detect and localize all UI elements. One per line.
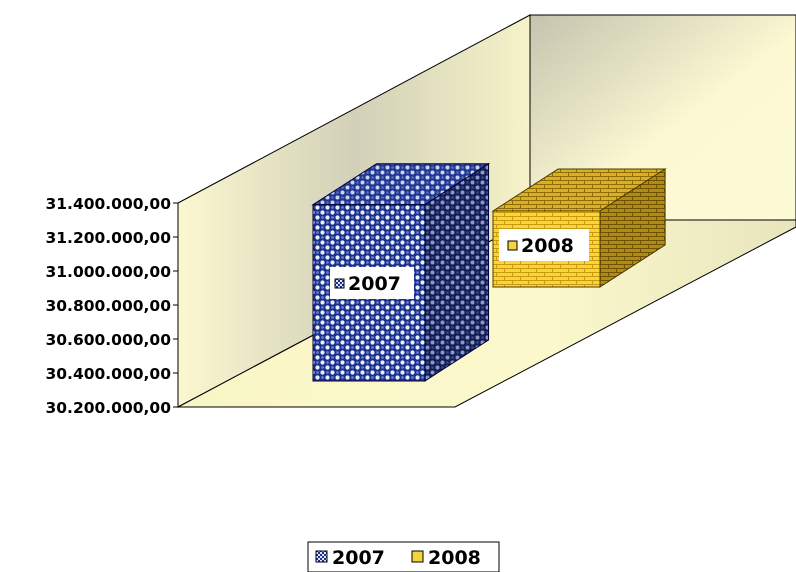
y-axis: 30.200.000,00 30.400.000,00 30.600.000,00 3… [45,195,179,417]
y-tick-label: 30.600.000,00 [45,331,171,349]
data-label-key [507,240,518,251]
y-tick-label: 31.400.000,00 [45,195,171,213]
legend-label-2007: 2007 [332,547,385,569]
y-tick-label: 31.000.000,00 [45,263,171,281]
bars: 2008 2007 [311,162,667,382]
legend: 2007 2008 [307,541,500,572]
legend-label-2008: 2008 [428,547,481,569]
y-tick-label: 30.200.000,00 [45,399,171,417]
data-label-2008: 2008 [499,229,589,261]
legend-box [307,541,500,572]
data-label-2007: 2007 [330,267,414,299]
y-tick-label: 30.800.000,00 [45,297,171,315]
legend-swatch-2008 [411,550,424,563]
bar-2008: 2008 [491,168,667,288]
y-tick-label: 31.200.000,00 [45,229,171,247]
data-label-key [334,278,345,289]
y-tick-label: 30.400.000,00 [45,365,171,383]
legend-swatch-2007 [315,550,328,563]
data-label-text: 2008 [521,235,574,257]
data-label-text: 2007 [348,273,401,295]
bar-2007: 2007 [311,162,491,382]
